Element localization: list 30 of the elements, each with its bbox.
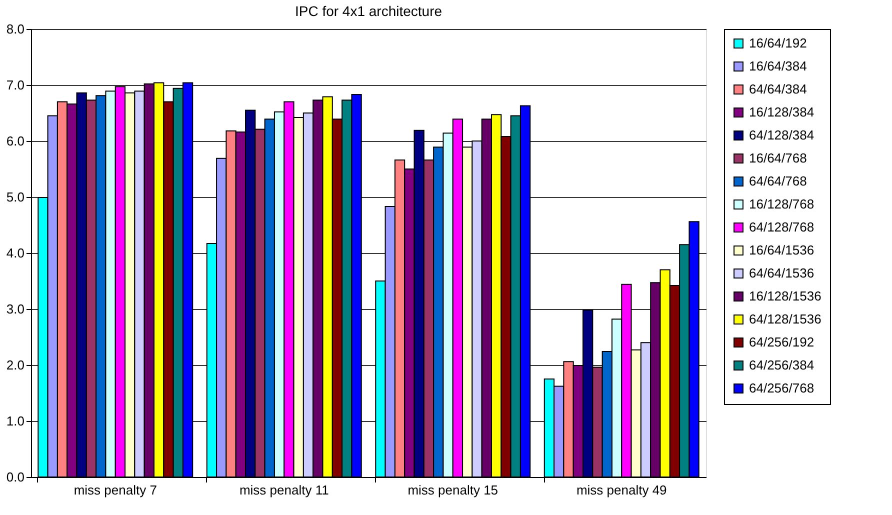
legend-label: 16/128/1536 [749,288,822,304]
x-tick-label: miss penalty 11 [239,482,329,498]
y-tick-label: 5.0 [6,190,24,204]
y-tick-label: 0.0 [6,470,24,484]
y-tick-label: 1.0 [6,414,24,428]
y-tick-label: 8.0 [6,22,24,36]
legend-label: 16/128/768 [749,196,814,212]
y-tick-label: 4.0 [6,246,24,260]
legend-label: 64/64/384 [749,82,807,96]
legend-label: 64/256/192 [749,334,814,350]
x-tick-label: miss penalty 7 [74,482,157,498]
x-tick-label: miss penalty 49 [576,482,667,498]
y-tick-label: 2.0 [6,358,24,372]
legend-label: 16/64/1536 [749,242,814,258]
legend-label: 16/64/768 [749,150,807,166]
chart-title: IPC for 4x1 architecture [294,3,442,19]
y-tick-label: 3.0 [6,302,24,316]
x-tick-label: miss penalty 15 [408,482,498,498]
legend-label: 64/256/768 [749,380,814,396]
legend-label: 16/64/384 [749,58,807,74]
y-tick-label: 7.0 [6,78,24,92]
legend-label: 16/128/384 [749,104,814,120]
legend-label: 16/64/192 [749,36,807,50]
legend-label: 64/256/384 [749,358,814,372]
y-tick-label: 6.0 [6,134,24,148]
legend-label: 64/128/384 [749,128,814,142]
legend-label: 64/64/1536 [749,266,814,280]
legend-label: 64/128/1536 [749,312,822,326]
legend-label: 64/64/768 [749,174,807,188]
legend-label: 64/128/768 [749,220,814,234]
